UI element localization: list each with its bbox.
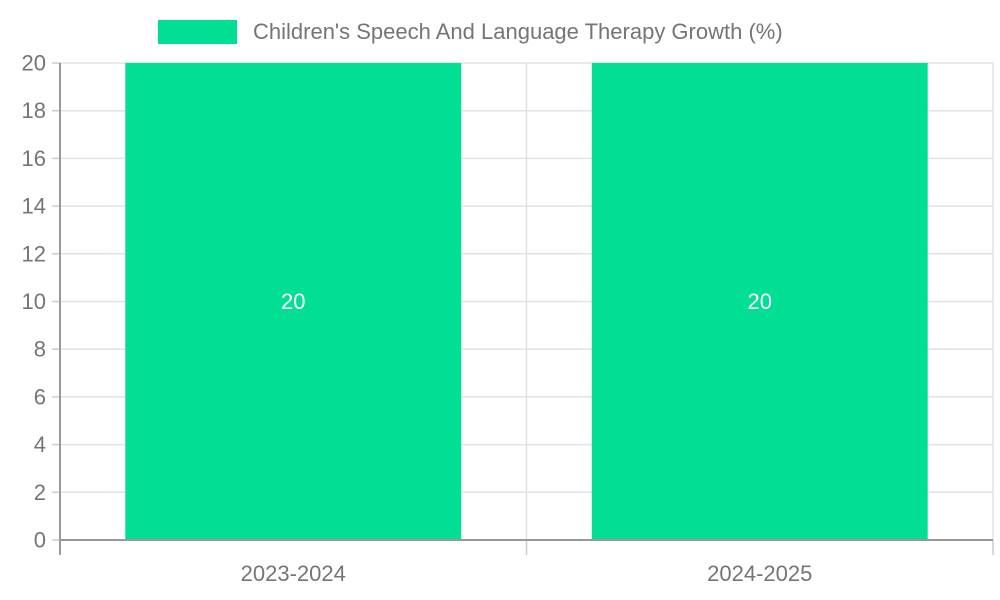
x-category-label: 2024-2025	[707, 561, 812, 586]
y-tick-label: 14	[22, 194, 46, 219]
y-tick-label: 0	[34, 528, 46, 553]
y-tick-label: 20	[22, 51, 46, 76]
bar-2023-2024[interactable]	[125, 63, 462, 540]
bar-2024-2025[interactable]	[591, 63, 928, 540]
y-tick-label: 16	[22, 146, 46, 171]
y-tick-label: 6	[34, 384, 46, 409]
y-tick-label: 12	[22, 241, 46, 266]
y-tick-label: 4	[34, 432, 46, 457]
y-tick-label: 18	[22, 98, 46, 123]
legend-swatch	[158, 20, 237, 44]
x-category-label: 2023-2024	[241, 561, 346, 586]
chart-legend[interactable]: Children's Speech And Language Therapy G…	[158, 18, 783, 46]
bar-value-label: 20	[748, 289, 772, 314]
legend-label: Children's Speech And Language Therapy G…	[253, 19, 783, 44]
y-tick-label: 8	[34, 337, 46, 362]
y-tick-label: 10	[22, 289, 46, 314]
bar-value-label: 20	[281, 289, 305, 314]
y-tick-label: 2	[34, 480, 46, 505]
